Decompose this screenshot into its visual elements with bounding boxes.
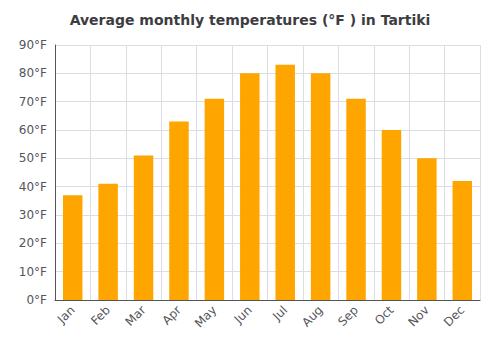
svg-text:80°F: 80°F: [19, 66, 47, 80]
svg-text:Aug: Aug: [299, 303, 325, 329]
svg-text:Oct: Oct: [372, 303, 397, 328]
svg-text:Mar: Mar: [123, 303, 149, 329]
svg-text:40°F: 40°F: [19, 180, 47, 194]
svg-text:90°F: 90°F: [19, 38, 47, 52]
svg-text:0°F: 0°F: [26, 293, 47, 307]
svg-text:Dec: Dec: [441, 303, 467, 329]
svg-text:Feb: Feb: [88, 303, 113, 328]
svg-text:70°F: 70°F: [19, 95, 47, 109]
svg-text:20°F: 20°F: [19, 236, 47, 250]
svg-text:50°F: 50°F: [19, 151, 47, 165]
svg-text:Jul: Jul: [269, 303, 290, 324]
svg-text:Nov: Nov: [405, 303, 431, 329]
svg-text:Average monthly temperatures (: Average monthly temperatures (°F ) in Ta…: [70, 12, 431, 28]
svg-text:Jun: Jun: [231, 303, 255, 327]
svg-text:Jan: Jan: [54, 303, 78, 327]
svg-text:Apr: Apr: [159, 303, 184, 328]
svg-text:May: May: [192, 303, 219, 330]
svg-text:30°F: 30°F: [19, 208, 47, 222]
svg-text:60°F: 60°F: [19, 123, 47, 137]
svg-text:10°F: 10°F: [19, 265, 47, 279]
svg-text:Sep: Sep: [335, 303, 361, 329]
